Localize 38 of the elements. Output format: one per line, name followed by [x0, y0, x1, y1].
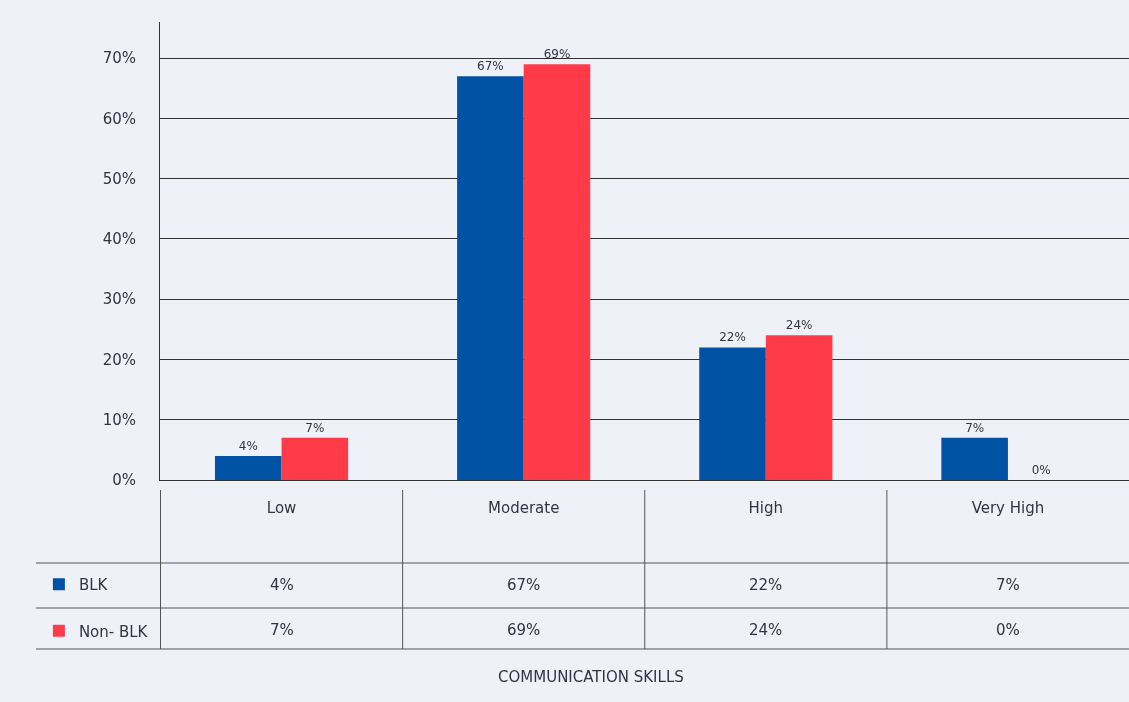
data-label: 22%: [749, 576, 783, 594]
data-label: 24%: [749, 621, 783, 639]
bar: [523, 64, 591, 480]
text: 24%: [785, 318, 813, 333]
text: 0%: [1031, 463, 1051, 477]
y-tick-label: 40%: [102, 230, 136, 249]
y-tick-label: 60%: [102, 109, 136, 128]
legend-label: BLK: [78, 576, 109, 595]
text: 67%: [477, 59, 504, 74]
bar: [457, 76, 524, 480]
text: COMMUNICATION SKILLS: [498, 668, 684, 686]
y-tick-label: 50%: [102, 169, 136, 188]
bar: [699, 347, 766, 480]
data-label: 7%: [996, 576, 1020, 594]
y-tick-label: 0%: [112, 471, 136, 490]
y-tick-label: 70%: [102, 49, 136, 68]
data-label: 7%: [270, 621, 294, 639]
data-label: 67%: [507, 576, 541, 594]
bar: [214, 455, 282, 480]
bar: [941, 437, 1008, 480]
x-tick-label: High: [748, 499, 784, 517]
x-tick-label: Low: [266, 499, 297, 517]
y-tick-label: 30%: [102, 290, 136, 309]
bar: [765, 335, 833, 480]
y-tick-label: 10%: [102, 410, 136, 429]
data-label: 69%: [507, 621, 541, 639]
x-tick-label: Very High: [971, 499, 1045, 517]
bar: [281, 437, 349, 480]
legend-label: Non- BLK: [78, 622, 149, 641]
x-tick-label: Moderate: [488, 499, 560, 517]
data-label: 0%: [996, 621, 1020, 639]
text: 22%: [719, 330, 746, 345]
text: 69%: [543, 47, 571, 62]
y-tick-label: 20%: [102, 350, 136, 369]
data-label: 4%: [270, 576, 294, 594]
text: 7%: [305, 420, 325, 435]
text: 4%: [238, 438, 258, 453]
text: 7%: [965, 420, 985, 435]
